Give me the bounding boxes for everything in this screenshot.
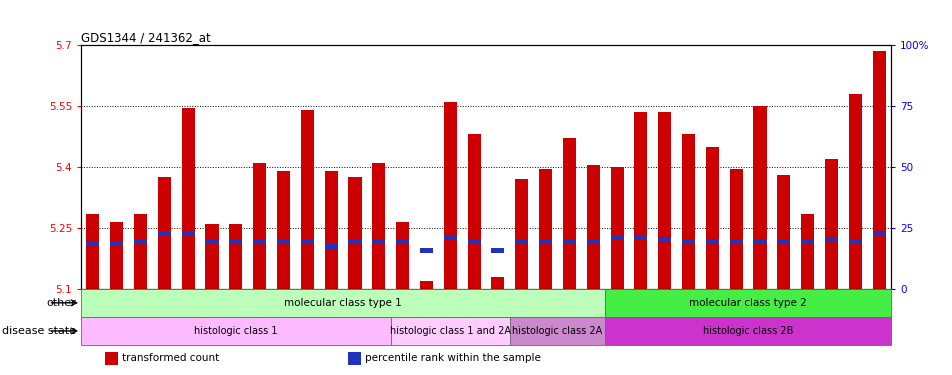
Text: histologic class 1 and 2A: histologic class 1 and 2A (389, 326, 510, 336)
Bar (515, 179, 527, 289)
Bar (277, 240, 289, 244)
Bar (110, 222, 123, 289)
Bar (509, 317, 605, 345)
Bar (539, 240, 551, 244)
Bar (586, 165, 599, 289)
Text: percentile rank within the sample: percentile rank within the sample (364, 353, 540, 363)
Bar (610, 167, 623, 289)
Bar (605, 289, 890, 317)
Bar (105, 352, 118, 364)
Bar (229, 240, 242, 244)
Bar (658, 237, 670, 242)
Bar (872, 231, 884, 236)
Bar (444, 102, 456, 289)
Text: molecular class type 2: molecular class type 2 (688, 298, 806, 308)
Bar (801, 214, 813, 289)
Bar (801, 240, 813, 244)
Bar (729, 240, 742, 244)
Bar (277, 171, 289, 289)
Bar (182, 231, 194, 236)
Bar (325, 171, 337, 289)
Bar (491, 276, 504, 289)
Bar (206, 240, 218, 244)
Bar (824, 159, 837, 289)
Text: histologic class 1: histologic class 1 (194, 326, 277, 336)
Bar (81, 289, 605, 317)
Bar (563, 138, 575, 289)
Bar (467, 240, 480, 244)
Bar (872, 51, 884, 289)
Bar (229, 224, 242, 289)
Bar (491, 248, 504, 253)
Bar (753, 106, 765, 289)
Bar (658, 112, 670, 289)
Bar (87, 242, 99, 246)
Bar (301, 240, 313, 244)
Bar (348, 177, 361, 289)
Bar (848, 94, 861, 289)
Bar (634, 236, 646, 240)
Bar (777, 175, 789, 289)
Bar (390, 317, 509, 345)
Text: molecular class type 1: molecular class type 1 (284, 298, 402, 308)
Bar (729, 169, 742, 289)
Bar (325, 244, 337, 249)
Text: histologic class 2A: histologic class 2A (512, 326, 602, 336)
Bar (605, 317, 890, 345)
Bar (301, 110, 313, 289)
Bar (87, 214, 99, 289)
Bar (753, 240, 765, 244)
Text: GDS1344 / 241362_at: GDS1344 / 241362_at (81, 31, 210, 44)
Text: disease state: disease state (2, 326, 76, 336)
Bar (134, 240, 147, 244)
Bar (253, 240, 266, 244)
Bar (253, 163, 266, 289)
Bar (824, 237, 837, 242)
Bar (682, 240, 694, 244)
Bar (848, 240, 861, 244)
Bar (396, 222, 408, 289)
Text: other: other (47, 298, 76, 308)
Bar (634, 112, 646, 289)
Bar (110, 242, 123, 246)
Bar (682, 134, 694, 289)
Bar (206, 224, 218, 289)
Bar (158, 177, 170, 289)
Bar (348, 240, 361, 244)
Bar (586, 240, 599, 244)
Bar (467, 134, 480, 289)
Bar (515, 240, 527, 244)
Bar (705, 240, 718, 244)
Bar (563, 240, 575, 244)
Text: transformed count: transformed count (122, 353, 219, 363)
Bar (158, 231, 170, 236)
Bar (348, 352, 361, 364)
Bar (182, 108, 194, 289)
Bar (444, 236, 456, 240)
Bar (610, 236, 623, 240)
Bar (372, 240, 385, 244)
Bar (81, 317, 390, 345)
Bar (539, 169, 551, 289)
Bar (420, 248, 432, 253)
Bar (396, 240, 408, 244)
Bar (420, 280, 432, 289)
Bar (134, 214, 147, 289)
Bar (777, 240, 789, 244)
Text: histologic class 2B: histologic class 2B (703, 326, 792, 336)
Bar (372, 163, 385, 289)
Bar (705, 147, 718, 289)
